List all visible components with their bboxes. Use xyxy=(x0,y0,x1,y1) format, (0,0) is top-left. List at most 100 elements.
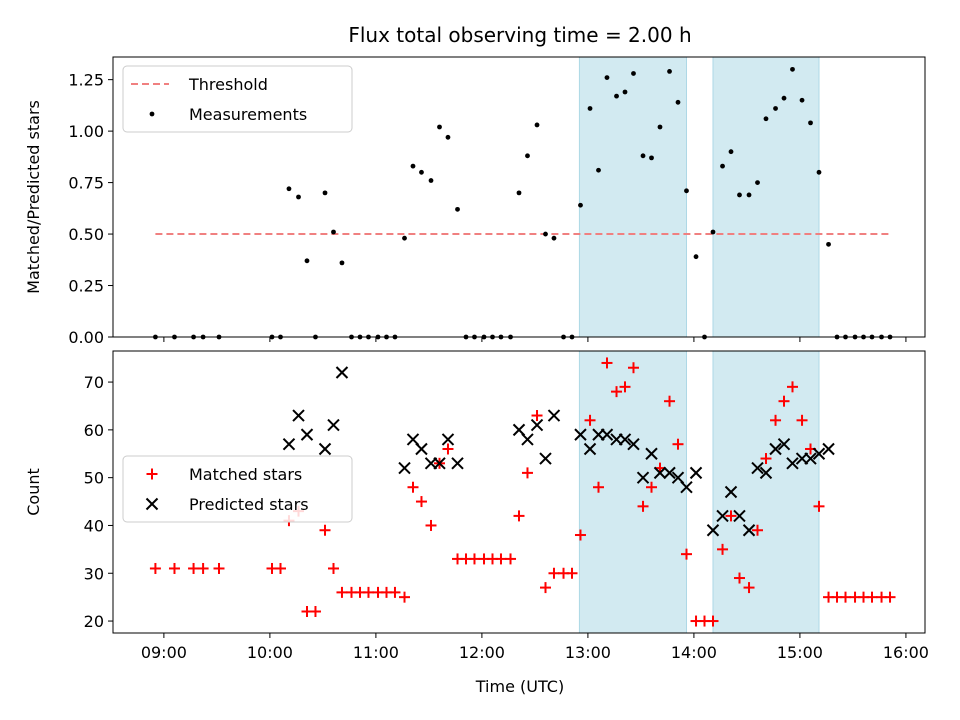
matched-star-point xyxy=(495,553,507,565)
matched-star-point xyxy=(707,615,719,627)
legend-entry-label: Matched stars xyxy=(189,465,302,484)
matched-star-point xyxy=(733,572,745,584)
y-tick-label: 1.25 xyxy=(68,71,104,90)
chart-title: Flux total observing time = 2.00 h xyxy=(348,23,691,47)
x-stroke-b xyxy=(769,442,782,456)
predicted-star-point xyxy=(530,418,544,432)
x-stroke-b xyxy=(636,471,650,484)
predicted-star-point xyxy=(415,442,428,456)
x-stroke-b xyxy=(716,509,729,523)
measurement-point xyxy=(737,192,742,198)
matched-star-point xyxy=(770,414,782,426)
x-stroke-b xyxy=(451,457,464,470)
x-stroke-b xyxy=(786,457,799,470)
x-stroke-b xyxy=(300,428,314,441)
predicted-star-point xyxy=(433,457,446,470)
x-tick-label: 11:00 xyxy=(353,643,399,662)
measurement-point xyxy=(799,97,805,103)
axes-frame xyxy=(112,56,926,338)
predicted-star-point xyxy=(716,509,729,523)
measurement-point xyxy=(286,186,292,192)
matched-star-point xyxy=(646,481,658,493)
measurement-point xyxy=(808,120,813,126)
measurement-point xyxy=(667,69,672,74)
predicted-star-point xyxy=(822,442,835,456)
measurement-point xyxy=(445,134,451,140)
matched-star-point xyxy=(336,586,348,598)
matched-star-point xyxy=(743,582,755,594)
predicted-star-point xyxy=(300,428,314,441)
matched-star-point xyxy=(540,582,552,594)
measurement-point xyxy=(339,260,345,266)
matched-star-point xyxy=(672,438,684,450)
predicted-star-point xyxy=(645,447,658,460)
matched-star-point xyxy=(505,553,517,565)
matched-star-point xyxy=(752,524,764,536)
x-stroke-b xyxy=(645,447,658,460)
predicted-star-point xyxy=(398,461,411,475)
matched-star-point xyxy=(168,562,180,574)
measurement-point xyxy=(551,235,557,241)
bottom-panel-count: 20 30 40 50 60 70 09:00 10:00 11:00 12:00 13:00 14:… xyxy=(24,350,929,662)
measurement-point xyxy=(746,192,752,198)
predicted-star-point xyxy=(327,418,340,432)
predicted-star-point xyxy=(292,409,305,422)
x-stroke-b xyxy=(335,366,349,379)
x-tick-label: 10:00 xyxy=(247,643,293,662)
series-x xyxy=(282,366,835,537)
predicted-star-point xyxy=(600,428,614,441)
matched-star-point xyxy=(664,395,676,407)
measurement-point xyxy=(675,99,681,105)
measurement-point xyxy=(728,149,734,155)
measurement-point xyxy=(781,95,787,101)
measurement-point xyxy=(578,202,583,208)
x-stroke-b xyxy=(433,457,446,470)
x-stroke-b xyxy=(733,509,746,523)
matched-star-point xyxy=(566,567,578,579)
predicted-star-point xyxy=(583,442,597,456)
matched-star-point xyxy=(717,543,729,555)
matched-star-point xyxy=(760,453,772,465)
y-tick-label: 0.75 xyxy=(68,174,104,193)
x-stroke-b xyxy=(680,481,693,494)
x-stroke-b xyxy=(671,471,685,484)
predicted-star-point xyxy=(751,461,764,475)
measurement-point xyxy=(587,106,593,111)
matched-star-point xyxy=(327,562,339,574)
matched-star-point xyxy=(778,395,790,407)
measurement-point xyxy=(622,89,628,95)
x-stroke-b xyxy=(777,437,791,451)
matched-star-point xyxy=(619,381,631,393)
matched-star-point xyxy=(146,468,158,480)
x-tick-label: 15:00 xyxy=(777,643,823,662)
measurement-point xyxy=(763,116,769,122)
matched-star-point xyxy=(415,496,427,508)
measurement-point xyxy=(455,206,460,212)
x-stroke-b xyxy=(318,442,332,456)
x-stroke-b xyxy=(804,452,817,465)
matched-star-point xyxy=(611,386,623,398)
matched-star-point xyxy=(319,524,331,536)
x-stroke-b xyxy=(600,428,614,441)
predicted-star-point xyxy=(680,481,693,494)
measurement-point xyxy=(816,169,822,175)
predicted-star-point xyxy=(663,466,676,480)
legend: Matched stars Predicted stars xyxy=(122,455,353,523)
legend-entry-label: Measurements xyxy=(189,105,307,124)
measurement-point xyxy=(428,178,434,183)
predicted-star-point xyxy=(786,457,799,470)
matched-star-point xyxy=(884,591,896,603)
y-tick-label: 70 xyxy=(84,373,104,392)
y-axis-label: Matched/Predicted stars xyxy=(24,100,43,294)
observing-window-shade xyxy=(578,56,687,338)
x-stroke-b xyxy=(145,497,159,511)
legend-entry-label: Threshold xyxy=(188,75,268,94)
x-stroke-b xyxy=(398,461,411,475)
legend-entry-label: Predicted stars xyxy=(189,495,309,514)
x-tick-label: 13:00 xyxy=(565,643,611,662)
x-stroke-b xyxy=(521,433,534,446)
matched-star-point xyxy=(389,586,401,598)
measurement-point xyxy=(534,122,540,128)
x-stroke-b xyxy=(327,418,340,432)
